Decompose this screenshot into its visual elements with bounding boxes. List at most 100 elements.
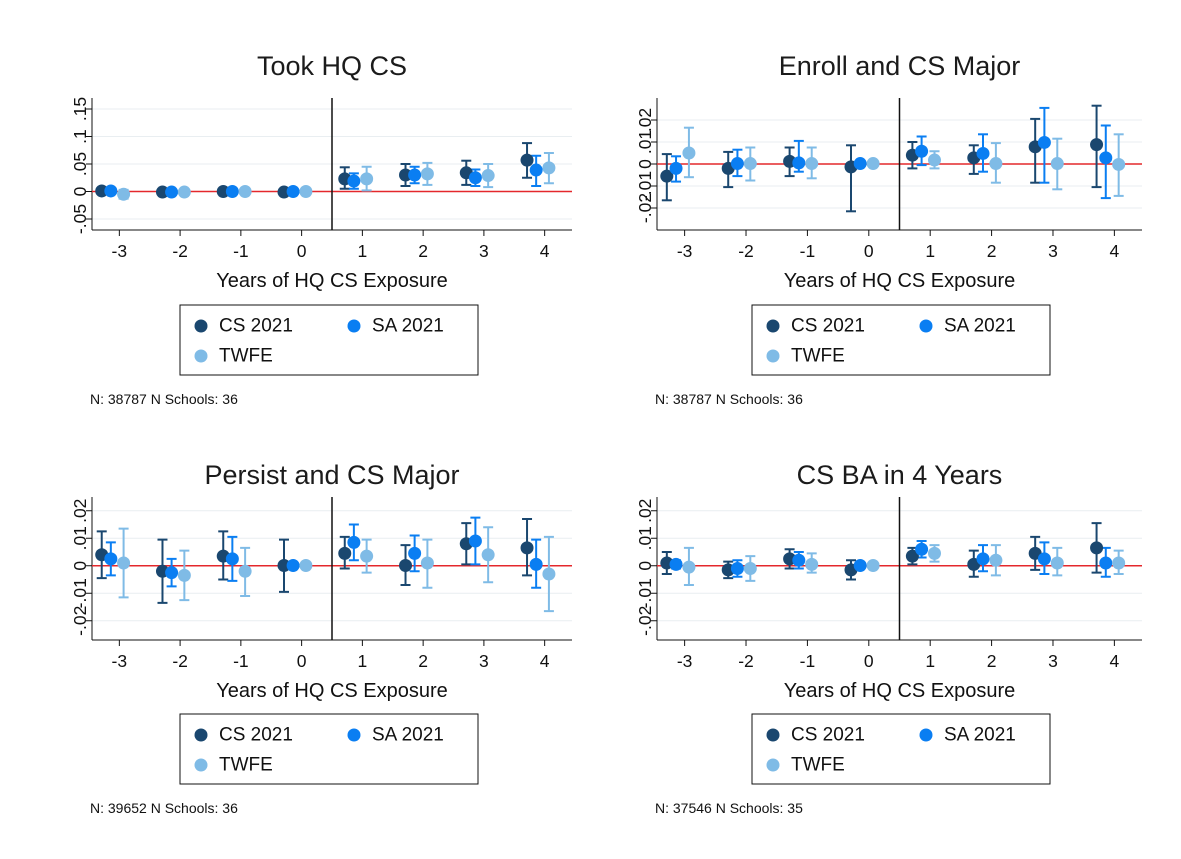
p4-cs-2021-point [905,549,919,563]
p2-x-tick-label: 0 [864,241,874,261]
p2-x-tick-label: 3 [1048,241,1058,261]
p1-twfe-point [481,169,495,183]
p4-x-tick-label: 0 [864,651,874,671]
p1-sa-2021-point [408,168,422,182]
panel-1: Took HQ CS -.05 0 .05 .1 .15 -3 -2 -1 0 1 2 3 4 Years … [70,51,572,407]
p2-y-tick-label: -.02 [635,193,655,223]
p3-twfe-point [238,564,252,578]
p1-legend-box [179,304,479,376]
p1-x-tick-label: 3 [479,241,489,261]
p1-legend: CS 2021 SA 2021 TWFE [179,304,479,376]
p4-twfe-point [866,558,880,572]
p4-twfe-point [1112,556,1126,570]
p1-x-tick-label: -3 [112,241,128,261]
p1-legend-marker-twfe [194,349,208,363]
p4-sa-2021-point [792,553,806,567]
p3-sa-2021-point [286,558,300,572]
p3-cs-2021-point [520,541,534,555]
p2-cs-2021-point [1090,138,1104,152]
p3-x-tick-label: -1 [233,651,249,671]
p4-legend-marker-twfe [766,758,780,772]
p4-title: CS BA in 4 Years [797,460,1003,490]
p4-x-tick-label: 2 [987,651,997,671]
p4-y-tick-label: 0 [635,561,655,571]
p1-x-tick-label: -1 [233,241,249,261]
p4-x-tick-label: -1 [800,651,816,671]
p4-x-tick-label: 1 [925,651,935,671]
p4-y-tick-label: -.01 [635,578,655,608]
p3-sa-2021-point [165,566,179,580]
p4-twfe-point [927,546,941,560]
p2-sa-2021-point [976,146,990,160]
p3-x-tick-label: 4 [540,651,550,671]
p2-legend-label-sa-2021: SA 2021 [944,316,1016,337]
p3-twfe-point [420,556,434,570]
p3-cs-2021-point [338,546,352,560]
p4-x-tick-label: -3 [677,651,693,671]
p1-x-tick-label: 2 [418,241,428,261]
p1-y-tick-label: .1 [70,129,90,144]
p1-twfe-point [299,185,313,198]
p4-twfe-point [989,553,1003,567]
p2-sa-2021-point [730,157,744,171]
panel-3: Persist and CS Major -.02-.01 0 .01 .02 -3 -2 -… [70,460,572,816]
p3-legend-marker-cs-2021 [194,728,208,742]
p3-y-tick-label: -.01 [70,578,90,608]
p3-cs-2021-point [277,558,291,572]
p2-x-tick-label: -3 [677,241,693,261]
p2-twfe-point [805,157,819,171]
p4-twfe-point [1050,556,1064,570]
p3-legend: CS 2021 SA 2021 TWFE [179,713,479,785]
p1-legend-label-cs-2021: CS 2021 [219,316,293,337]
p1-twfe-point [360,172,374,186]
p4-sa-2021-point [976,552,990,566]
p3-sa-2021-point [529,557,543,571]
p4-y-tick-label: -.02 [635,606,655,636]
p3-sa-2021-point [225,552,239,566]
p2-legend: CS 2021 SA 2021 TWFE [751,304,1051,376]
p4-sa-2021-point [669,557,683,571]
p2-x-tick-label: 4 [1110,241,1120,261]
p3-legend-label-twfe: TWFE [219,755,273,776]
p3-title: Persist and CS Major [204,460,459,490]
p1-sa-2021-point [225,185,239,198]
p1-sa-2021-point [104,184,118,198]
p2-x-axis-label: Years of HQ CS Exposure [784,270,1016,292]
p1-cs-2021-point [155,185,169,199]
p2-x-tick-label: -2 [738,241,754,261]
p3-x-axis-label: Years of HQ CS Exposure [216,680,448,702]
p1-y-tick-label: .05 [70,152,90,176]
p2-legend-label-twfe: TWFE [791,346,845,367]
p1-sa-2021-point [165,185,179,199]
p3-y-tick-label: 0 [70,561,90,571]
p3-legend-marker-twfe [194,758,208,772]
p1-x-axis-label: Years of HQ CS Exposure [216,270,448,292]
p2-twfe-point [682,146,696,160]
p2-sa-2021-point [669,161,683,175]
p1-cs-2021-point [95,184,109,198]
p4-x-tick-label: 4 [1110,651,1120,671]
p1-twfe-point [117,187,131,201]
p1-twfe-point [238,185,252,198]
p2-twfe-point [927,153,941,167]
p2-sa-2021-point [792,156,806,170]
p1-sa-2021-point [529,163,543,177]
p4-twfe-point [682,560,696,574]
p2-legend-marker-twfe [766,349,780,363]
p3-y-tick-label: -.02 [70,606,90,636]
p2-sa-2021-point [1037,135,1051,149]
p1-sample-note: N: 38787 N Schools: 36 [90,391,238,407]
p3-x-tick-label: 0 [297,651,307,671]
p3-y-tick-label: .02 [70,499,90,523]
p2-twfe-point [989,157,1003,171]
p4-twfe-point [743,562,757,575]
p4-legend-marker-sa-2021 [919,728,933,742]
p3-sample-note: N: 39652 N Schools: 36 [90,800,238,816]
p4-legend-box [751,713,1051,785]
p2-x-tick-label: 2 [987,241,997,261]
p4-legend: CS 2021 SA 2021 TWFE [751,713,1051,785]
p2-sample-note: N: 38787 N Schools: 36 [655,391,803,407]
p3-sa-2021-point [408,546,422,560]
p1-title: Took HQ CS [257,51,407,81]
p1-y-tick-label: 0 [70,186,90,196]
